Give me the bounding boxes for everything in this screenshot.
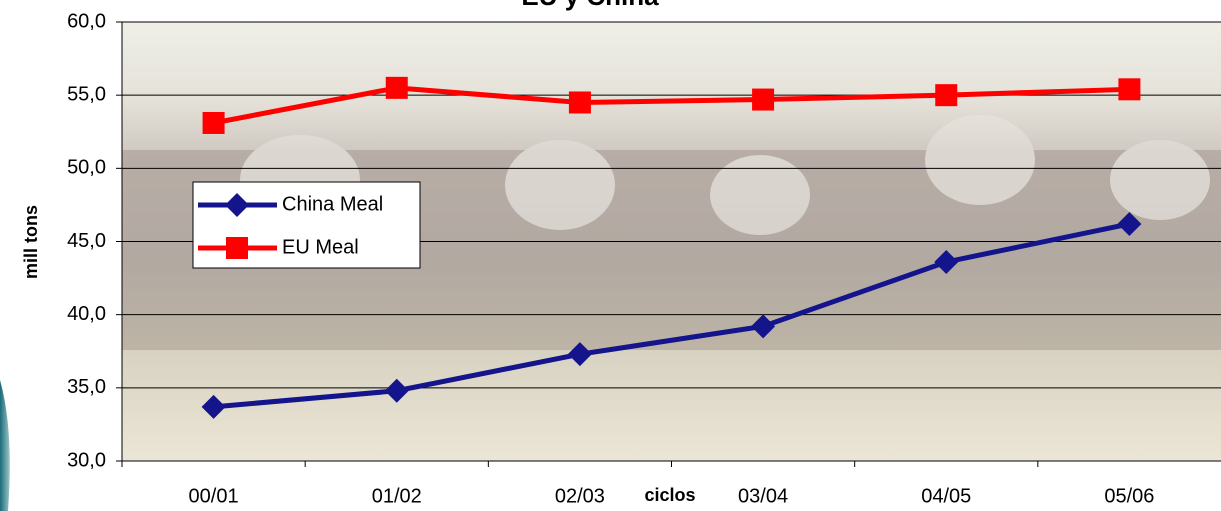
legend-label: EU Meal: [282, 236, 359, 258]
legend-label: China Meal: [282, 193, 383, 215]
marker: [203, 112, 225, 134]
legend-marker: [226, 237, 248, 259]
x-tick-label: 00/01: [189, 485, 239, 507]
y-tick-label: 35,0: [67, 376, 106, 398]
y-tick-label: 45,0: [67, 230, 106, 252]
marker: [569, 91, 591, 113]
marker: [386, 77, 408, 99]
y-axis-label: mill tons: [21, 205, 41, 279]
y-tick-label: 60,0: [67, 10, 106, 32]
decoration: [0, 380, 10, 511]
chart-title: EU y China: [521, 0, 659, 11]
x-tick-label: 05/06: [1104, 485, 1154, 507]
marker: [752, 89, 774, 111]
chart: EU y China ciclos mill tons 30,0 35,0 40,0…: [0, 0, 1221, 511]
x-axis-label: ciclos: [644, 485, 695, 505]
y-tick-label: 55,0: [67, 83, 106, 105]
x-tick-label: 04/05: [921, 485, 971, 507]
marker: [935, 84, 957, 106]
x-tick-label: 03/04: [738, 485, 788, 507]
y-tick-label: 50,0: [67, 157, 106, 179]
x-tick-label: 02/03: [555, 485, 605, 507]
x-tick-label: 01/02: [372, 485, 422, 507]
y-tick-label: 30,0: [67, 449, 106, 471]
y-tick-label: 40,0: [67, 303, 106, 325]
marker: [1118, 78, 1140, 100]
